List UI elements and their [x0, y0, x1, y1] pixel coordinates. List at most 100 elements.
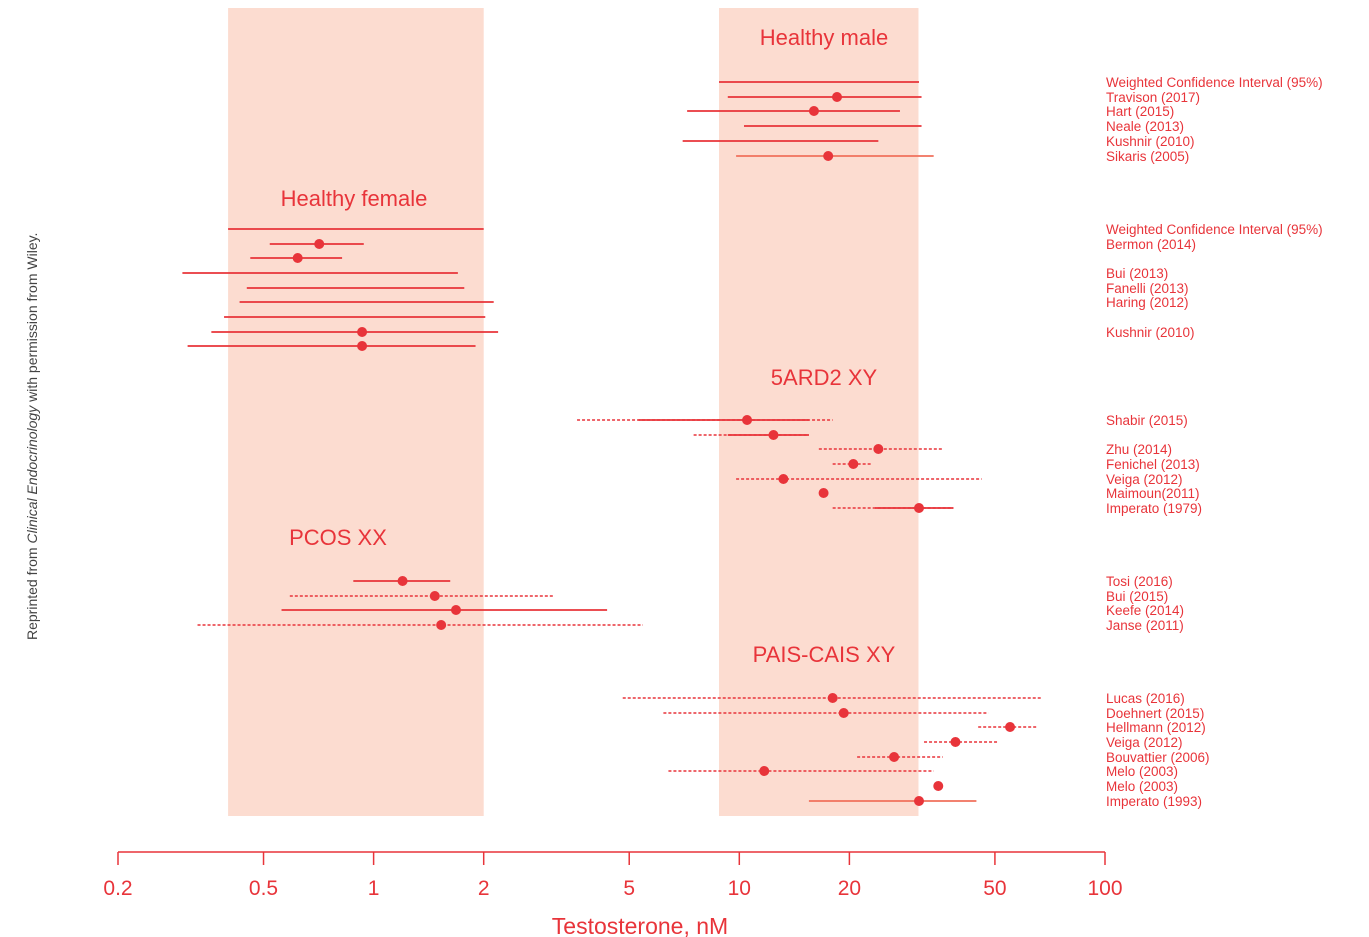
study-label: Imperato (1993): [1106, 794, 1202, 809]
point-estimate: [357, 327, 368, 337]
x-tick-label: 5: [623, 877, 635, 900]
study-row: [808, 796, 977, 806]
point-estimate: [913, 796, 924, 806]
study-label: Hellmann (2012): [1106, 720, 1206, 735]
study-label: Melo (2003): [1106, 779, 1178, 794]
study-row: [187, 341, 476, 351]
study-label: Doehnert (2015): [1106, 706, 1204, 721]
point-estimate: [832, 92, 843, 102]
point-estimate: [429, 591, 440, 601]
study-label: Hart (2015): [1106, 104, 1174, 119]
point-estimate: [397, 576, 408, 586]
study-row: [693, 430, 809, 440]
group-title-pcos-xx: PCOS XX: [289, 525, 387, 550]
study-label: Fenichel (2013): [1106, 457, 1200, 472]
reference-band-1: [719, 8, 919, 816]
study-label: Kushnir (2010): [1106, 325, 1195, 340]
x-tick-label: 50: [983, 877, 1006, 900]
x-tick-label: 100: [1087, 877, 1122, 900]
study-row: [736, 474, 982, 484]
study-label: Shabir (2015): [1106, 413, 1188, 428]
study-row: [832, 503, 954, 513]
study-label: Zhu (2014): [1106, 442, 1172, 457]
study-label: Veiga (2012): [1106, 472, 1183, 487]
study-row: [832, 459, 872, 469]
study-row: [978, 722, 1037, 732]
study-row: [250, 253, 343, 263]
credit-suffix: with permission from Wiley.: [24, 232, 40, 406]
point-estimate: [436, 620, 447, 630]
study-row: [281, 605, 608, 615]
point-estimate: [1005, 722, 1016, 732]
point-estimate: [848, 459, 859, 469]
point-estimate: [823, 151, 834, 161]
credit-journal: Clinical Endocrinology: [24, 405, 40, 544]
point-estimate: [292, 253, 303, 263]
study-label: Kushnir (2010): [1106, 134, 1195, 149]
point-estimate: [933, 781, 944, 791]
study-label: Veiga (2012): [1106, 735, 1183, 750]
study-row: [663, 708, 989, 718]
study-label: Bui (2013): [1106, 266, 1168, 281]
point-estimate: [889, 752, 900, 762]
study-row: [622, 693, 1042, 703]
group-title-pais-cais-xy: PAIS-CAIS XY: [753, 642, 896, 667]
reference-bands: [228, 8, 919, 816]
study-label: Weighted Confidence Interval (95%): [1106, 75, 1323, 90]
study-row: [269, 239, 364, 249]
study-row: [668, 766, 934, 776]
x-tick-label: 2: [478, 877, 490, 900]
point-estimate: [808, 106, 819, 116]
study-row: [211, 327, 499, 337]
group-title-5ard2-xy: 5ARD2 XY: [771, 365, 878, 390]
study-row: [818, 488, 829, 498]
point-estimate: [768, 430, 779, 440]
x-axis-title: Testosterone, nM: [552, 913, 728, 937]
study-row: [857, 752, 943, 762]
study-row: [197, 620, 643, 630]
study-row: [577, 415, 833, 425]
study-label: Keefe (2014): [1106, 603, 1184, 618]
study-label: Tosi (2016): [1106, 574, 1173, 589]
study-label: Janse (2011): [1106, 618, 1184, 633]
group-titles: Healthy male Healthy female 5ARD2 XY PCO…: [281, 25, 896, 667]
permission-credit: Reprinted from Clinical Endocrinology wi…: [24, 233, 40, 640]
group-title-healthy-male: Healthy male: [760, 25, 888, 50]
point-estimate: [838, 708, 849, 718]
study-label: Lucas (2016): [1106, 691, 1185, 706]
point-estimate: [314, 239, 325, 249]
point-estimate: [818, 488, 829, 498]
study-row: [933, 781, 944, 791]
study-row: [818, 444, 943, 454]
study-row: [727, 92, 922, 102]
study-rows: [182, 81, 1042, 806]
point-estimate: [451, 605, 462, 615]
reference-band-0: [228, 8, 484, 816]
x-tick-label: 20: [838, 877, 861, 900]
x-tick-label: 1: [368, 877, 380, 900]
study-label: Maimoun(2011): [1106, 486, 1200, 501]
study-labels: Weighted Confidence Interval (95%)Travis…: [1106, 75, 1323, 809]
study-label: Neale (2013): [1106, 119, 1184, 134]
study-label: Weighted Confidence Interval (95%): [1106, 222, 1323, 237]
point-estimate: [873, 444, 884, 454]
study-label: Bui (2015): [1106, 589, 1168, 604]
x-tick-label: 0.5: [249, 877, 278, 900]
study-row: [687, 106, 900, 116]
study-row: [736, 151, 934, 161]
study-label: Sikaris (2005): [1106, 149, 1189, 164]
study-label: Haring (2012): [1106, 295, 1189, 310]
study-label: Fanelli (2013): [1106, 281, 1189, 296]
credit-prefix: Reprinted from: [24, 543, 40, 640]
study-row: [289, 591, 555, 601]
point-estimate: [778, 474, 789, 484]
x-tick-label: 10: [728, 877, 751, 900]
x-axis: 0.2 0.5 1 2 5 10 20 50 100: [103, 851, 1123, 900]
x-tick-label: 0.2: [103, 877, 132, 900]
study-label: Imperato (1979): [1106, 501, 1202, 516]
study-row: [353, 576, 451, 586]
study-label: Travison (2017): [1106, 90, 1200, 105]
point-estimate: [742, 415, 753, 425]
point-estimate: [913, 503, 924, 513]
